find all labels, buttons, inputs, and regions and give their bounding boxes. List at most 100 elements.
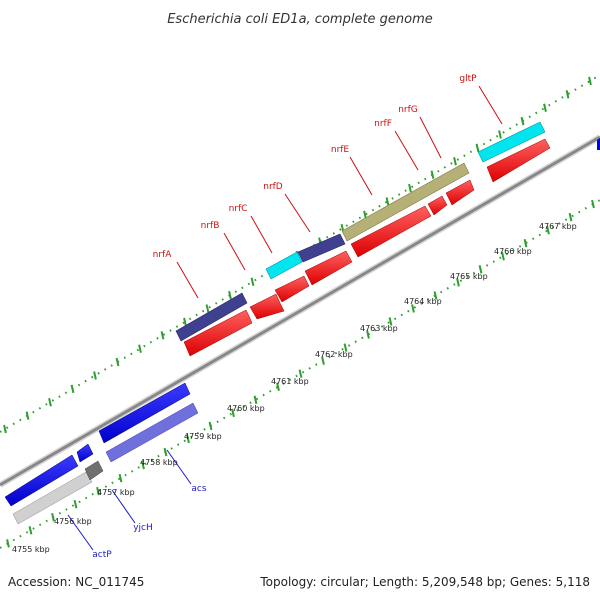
outer-tick bbox=[183, 317, 187, 327]
gene-leader-line bbox=[419, 116, 442, 159]
inner-tick bbox=[141, 460, 145, 470]
inner-tick bbox=[298, 369, 303, 378]
outer-tick bbox=[520, 116, 525, 126]
gene-label-nrfC: nrfC bbox=[229, 204, 248, 214]
gene-leader-line bbox=[394, 130, 419, 171]
cds-arrow-7 bbox=[445, 179, 475, 206]
genome-backbone bbox=[0, 134, 600, 488]
inner-tick bbox=[96, 486, 100, 496]
cds-arrow-6 bbox=[427, 195, 448, 216]
inner-tick bbox=[321, 356, 325, 365]
inner-tick bbox=[411, 304, 415, 313]
outer-tick bbox=[93, 371, 97, 380]
outer-tick bbox=[453, 157, 457, 166]
inner-tick bbox=[388, 317, 393, 326]
gene-leader-line bbox=[349, 156, 373, 196]
cds-arrow-2 bbox=[249, 293, 285, 320]
nrfB-c-feature bbox=[265, 251, 303, 280]
scale-label: 4767 kbp bbox=[539, 222, 577, 231]
nrfE-feature bbox=[341, 162, 470, 242]
scale-labels: 4755 kbp 4756 kbp 4757 kbp 4758 kbp 4759 kbp… bbox=[12, 222, 577, 554]
inner-tick bbox=[501, 252, 505, 261]
scale-label: 4761 kbp bbox=[271, 377, 309, 386]
outer-tick bbox=[115, 357, 120, 367]
nrfD-feature bbox=[297, 233, 346, 263]
gene-label-nrfF: nrfF bbox=[374, 119, 392, 129]
gene-leader-line bbox=[166, 449, 192, 485]
cds-arrow-1 bbox=[183, 309, 253, 357]
inner-ticks bbox=[6, 199, 595, 548]
inner-dotted-track bbox=[0, 199, 600, 549]
gene-label-nrfB: nrfB bbox=[201, 221, 220, 231]
inner-tick bbox=[366, 330, 370, 339]
inner-tick bbox=[253, 395, 258, 405]
map-title: Escherichia coli ED1a, complete genome bbox=[167, 12, 433, 27]
inner-tick bbox=[208, 421, 213, 431]
cds-arrow-8 bbox=[486, 138, 551, 183]
gene-label-nrfE: nrfE bbox=[331, 145, 350, 155]
inner-tick bbox=[186, 434, 190, 444]
outer-tick bbox=[205, 304, 210, 313]
cds-arrow-4 bbox=[304, 250, 353, 286]
inner-tick bbox=[546, 225, 550, 235]
inner-tick bbox=[231, 408, 235, 418]
actP-feature bbox=[4, 454, 79, 507]
gene-leader-line bbox=[250, 215, 273, 254]
partial-blue-feature bbox=[597, 138, 600, 150]
yjcH-feature bbox=[76, 443, 94, 463]
grey-feature-dark bbox=[84, 460, 104, 481]
forward-features bbox=[175, 121, 546, 342]
outer-tick bbox=[160, 331, 165, 340]
top-gene-labels: nrfA nrfB nrfC nrfD nrfE nrfF nrfG gltP bbox=[153, 74, 503, 299]
gene-label-yjcH: yjcH bbox=[133, 523, 153, 533]
scale-label: 4764 kbp bbox=[404, 297, 442, 306]
inner-tick bbox=[276, 382, 280, 391]
gene-leader-line bbox=[67, 514, 94, 551]
inner-tick bbox=[591, 199, 595, 209]
scale-label: 4765 kbp bbox=[450, 272, 488, 281]
acs-feature bbox=[98, 382, 191, 444]
gene-leader-line bbox=[478, 85, 503, 125]
scale-label: 4759 kbp bbox=[184, 432, 222, 441]
outer-tick bbox=[430, 170, 435, 179]
scale-label: 4758 kbp bbox=[140, 458, 178, 467]
cds-row bbox=[183, 138, 551, 357]
outer-tick bbox=[138, 344, 142, 353]
nrfA-feature bbox=[175, 292, 248, 342]
inner-tick bbox=[343, 343, 348, 352]
inner-tick bbox=[28, 526, 33, 535]
outer-tick bbox=[408, 183, 412, 193]
outer-tick bbox=[385, 197, 390, 206]
gene-leader-line bbox=[223, 232, 246, 271]
inner-tick bbox=[51, 513, 55, 522]
outer-tick bbox=[498, 130, 502, 139]
gene-leader-line bbox=[284, 193, 311, 233]
gene-label-gltP: gltP bbox=[459, 74, 477, 84]
outer-tick bbox=[588, 76, 592, 86]
grey-feature-light bbox=[12, 471, 93, 525]
outer-tick bbox=[363, 210, 367, 220]
scale-label: 4755 kbp bbox=[12, 545, 50, 554]
inner-tick bbox=[433, 291, 438, 300]
gene-label-actP: actP bbox=[92, 550, 112, 560]
gene-label-acs: acs bbox=[191, 484, 206, 494]
outer-tick bbox=[48, 398, 52, 407]
scale-label: 4766 kbp bbox=[494, 247, 532, 256]
inner-tick bbox=[523, 238, 528, 248]
gltP-feature bbox=[477, 121, 546, 163]
acs-lavender-feature bbox=[105, 402, 199, 463]
scale-label: 4757 kbp bbox=[97, 488, 135, 497]
outer-tick bbox=[475, 143, 480, 153]
cds-arrow-3 bbox=[274, 275, 310, 303]
scale-label: 4762 kbp bbox=[315, 350, 353, 359]
inner-tick bbox=[163, 447, 168, 457]
outer-tick bbox=[543, 103, 547, 112]
inner-tick bbox=[478, 265, 483, 274]
gene-leader-line bbox=[176, 261, 199, 299]
scale-label: 4760 kbp bbox=[227, 404, 265, 413]
inner-tick bbox=[73, 499, 78, 509]
outer-tick bbox=[70, 384, 75, 394]
genome-summary-text: Topology: circular; Length: 5,209,548 bp… bbox=[259, 575, 590, 589]
inner-tick bbox=[6, 539, 10, 548]
cds-arrow-5 bbox=[350, 205, 432, 258]
